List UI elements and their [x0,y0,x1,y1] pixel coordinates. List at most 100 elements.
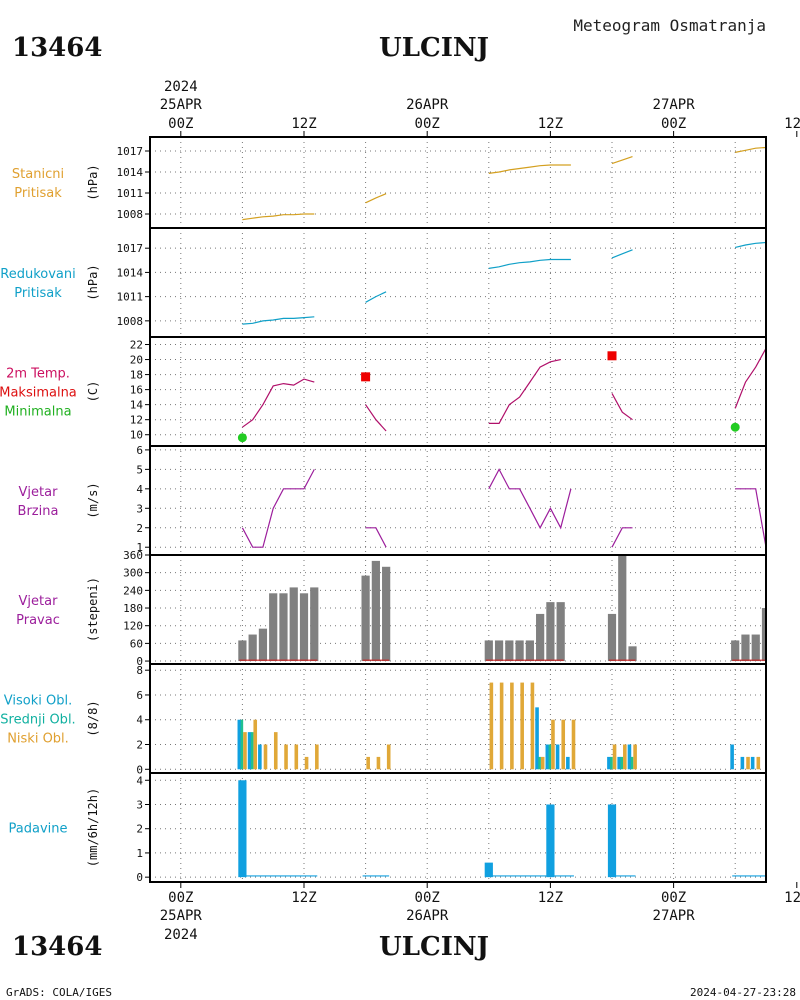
temperatura-line-segment [611,393,633,421]
temperatura-min-marker [237,433,247,443]
oblaci-bar [777,757,781,769]
time-date-label: 25APR [160,908,203,924]
station-id-top: 13464 [12,33,102,63]
oblaci-bar [627,744,632,770]
station-name-top: ULCINJ [379,33,489,63]
oblaci-bar [746,756,750,770]
bottom-time-axis: 00Z 25APR 2024 12Z 00Z 26APR 12Z 00Z 27APR 12Z [160,882,800,943]
panel-oblaci: 0 2 4 6 8 (8/8) Visoki Obl. Srednji Obl. Niski O… [0,663,781,776]
pravac-bar [289,587,298,662]
oblaci-bar [610,756,613,770]
pravac-bar [751,634,760,662]
y-tick-label: 0 [136,871,143,884]
panel-padavine: 0 1 2 3 4 (mm/6h/12h) Padavine [9,772,767,884]
oblaci-bar [253,719,258,770]
panels-group: 1008101110141017(hPa)StanicniPritisak100… [0,136,800,884]
temperatura-line-segment [242,378,315,428]
pravac-label: Vjetar [19,594,59,609]
brzina-label: Brzina [18,504,59,519]
panel-data [242,241,766,325]
panel-pravac: 0 60 120 180 240 300 360 (stepeni) Vjetar Pravac [16,549,800,668]
time-year-label: 2024 [164,79,198,95]
temperatura-label: 2m Temp. [6,367,70,382]
pravac-bar [371,560,380,662]
y-tick-label: 4 [136,483,143,496]
y-tick-label: 10 [130,429,143,442]
y-tick-label: 2 [136,823,143,836]
time-tick-label: 00Z [661,116,686,132]
padavine-unit-label: (mm/6h/12h) [86,788,100,867]
panel-stanicni: 1008 1011 1014 1017 (hPa) Stanicni Pritisak [12,136,767,229]
pravac-bar [741,634,750,662]
pravac-bar [248,634,257,662]
brzina-unit-label: (m/s) [86,482,100,518]
pravac-bar [361,575,370,662]
y-tick-label: 20 [130,354,143,367]
pravac-bar [793,587,800,661]
pravac-bar [299,593,309,662]
panel-frame [149,336,767,447]
oblaci-bar [612,744,617,770]
stanicni-label: Stanicni [12,167,64,182]
time-tick-label: 12Z [538,116,563,132]
y-tick-label: 6 [136,689,143,702]
y-tick-label: 0 [136,655,143,668]
temperatura-unit-label: (C) [86,381,100,403]
stanicni-unit-label: (hPa) [86,164,100,200]
station-id-bottom: 13464 [12,932,102,962]
oblaci-bar [633,744,637,770]
stanicni-line-segment [242,213,315,221]
oblaci-label: Niski Obl. [7,732,69,747]
y-tick-label: 1 [136,541,143,554]
y-tick-label: 8 [136,664,143,677]
panel-temperatura: 10 12 14 16 18 20 22 (C) 2m Temp. Maksimalna Minim… [0,336,767,447]
oblaci-bar [555,744,560,770]
temperatura-max-marker [607,351,617,361]
panel-data [242,146,766,221]
oblaci-bar [258,744,262,770]
stanicni-line-segment [488,164,571,174]
oblaci-bar [304,756,309,770]
pravac-bar [494,640,504,662]
y-tick-label: 1014 [117,266,144,279]
time-tick-label: 00Z [415,116,440,132]
padavine-bar [484,862,493,878]
panel-frame [149,445,767,556]
time-tick-label: 00Z [661,890,686,906]
oblaci-bar [237,719,242,770]
y-tick-label: 2 [136,522,143,535]
y-tick-label: 16 [130,384,143,397]
oblaci-bar [617,756,621,770]
pravac-bar [515,640,524,662]
temperatura-line-segment [488,359,561,424]
y-tick-label: 360 [123,549,143,562]
y-tick-label: 1008 [117,315,144,328]
stanicni-line-segment [735,146,766,153]
oblaci-bar [263,744,268,770]
pravac-bar [258,628,268,662]
temperatura-line-segment [734,347,766,409]
time-tick-label: 00Z [168,116,193,132]
pravac-unit-label: (stepeni) [86,577,100,642]
time-tick-label: 12Z [784,890,800,906]
y-tick-label: 60 [130,637,143,650]
temperatura-label: Maksimalna [0,386,77,401]
oblaci-bar [243,732,247,770]
top-time-axis: 00Z 25APR 2024 12Z 00Z 26APR 12Z 00Z 27APR 12Z [160,79,800,137]
oblaci-label: Srednji Obl. [0,713,75,728]
redukovani-label: Redukovani [0,267,75,282]
oblaci-bar [630,756,634,770]
panel-data [238,780,766,878]
oblaci-bar [294,744,299,770]
time-tick-label: 12Z [784,116,800,132]
redukovani-line-segment [735,241,766,248]
time-tick-label: 00Z [415,890,440,906]
y-tick-label: 1011 [117,187,144,200]
time-tick-label: 00Z [168,890,193,906]
time-date-label: 27APR [653,97,696,113]
time-date-label: 26APR [406,97,449,113]
panel-data [241,468,766,548]
pravac-bar [772,587,780,661]
brzina-label: Vjetar [19,485,59,500]
